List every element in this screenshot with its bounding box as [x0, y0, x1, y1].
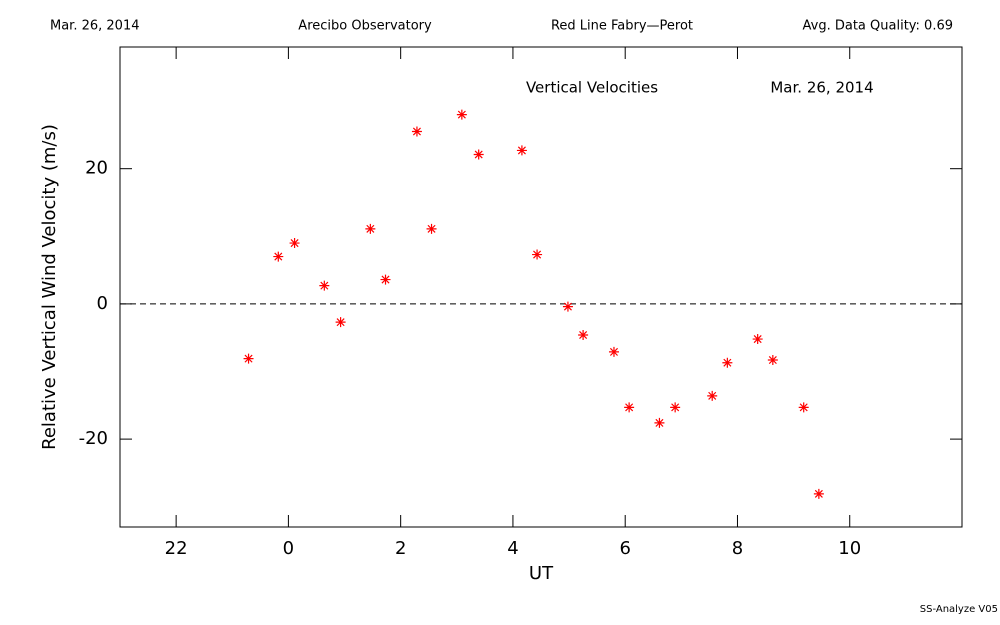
data-point — [813, 488, 824, 499]
data-point — [380, 274, 391, 285]
data-point — [722, 357, 733, 368]
data-point — [654, 417, 665, 428]
x-tick-label: 22 — [165, 538, 188, 559]
plot-frame — [119, 46, 963, 528]
data-point — [319, 280, 330, 291]
x-tick-label: 4 — [507, 538, 518, 559]
data-point — [365, 223, 376, 234]
data-point — [608, 346, 619, 357]
y-tick-label: 20 — [85, 158, 108, 179]
header-date: Mar. 26, 2014 — [50, 19, 140, 34]
x-tick-label: 0 — [283, 538, 294, 559]
data-point — [516, 145, 527, 156]
data-point — [243, 353, 254, 364]
header-observatory: Arecibo Observatory — [298, 19, 432, 34]
data-point — [752, 334, 763, 345]
header-quality: Avg. Data Quality: 0.69 — [803, 19, 953, 34]
data-point — [624, 402, 635, 413]
x-tick-label: 2 — [395, 538, 406, 559]
data-point — [562, 301, 573, 312]
data-point — [289, 238, 300, 249]
data-point — [798, 402, 809, 413]
data-point — [532, 249, 543, 260]
data-point — [473, 149, 484, 160]
x-tick-label: 8 — [732, 538, 743, 559]
data-point — [335, 317, 346, 328]
annotation: Vertical Velocities — [526, 79, 658, 97]
header-instrument: Red Line Fabry—Perot — [551, 19, 693, 34]
y-tick-label: 0 — [97, 293, 108, 314]
annotation: Mar. 26, 2014 — [770, 79, 873, 97]
footer: SS-Analyze V05 — [920, 604, 998, 615]
data-point — [767, 355, 778, 366]
data-point — [670, 402, 681, 413]
x-tick-label: 10 — [838, 538, 861, 559]
data-point — [456, 109, 467, 120]
data-point — [411, 126, 422, 137]
y-axis-label: Relative Vertical Wind Velocity (m/s) — [39, 124, 60, 450]
data-point — [273, 251, 284, 262]
y-tick-label: -20 — [79, 428, 108, 449]
data-point — [578, 330, 589, 340]
x-tick-label: 6 — [619, 538, 630, 559]
x-axis-label: UT — [529, 563, 554, 584]
data-point — [426, 223, 437, 234]
data-point — [707, 390, 718, 401]
